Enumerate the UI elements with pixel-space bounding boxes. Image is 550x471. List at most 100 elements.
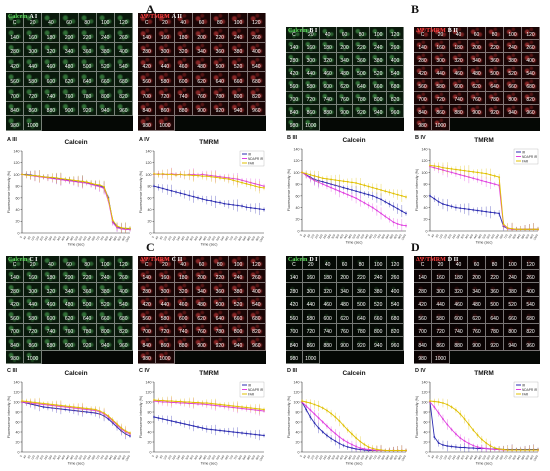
x-tick-label: 720 [95, 235, 101, 241]
timepoint-label: 720 [306, 329, 315, 335]
x-tick-label: 640 [86, 235, 92, 241]
data-point [175, 421, 177, 423]
timepoint-label: 880 [454, 342, 463, 349]
image-cell: 380 [370, 283, 388, 297]
timepoint-label: 140 [10, 275, 19, 281]
timepoint-label: 740 [454, 329, 463, 335]
series-line [22, 173, 130, 230]
image-cell: 880 [174, 337, 193, 351]
timepoint-label: 580 [160, 78, 170, 85]
series-line [429, 401, 538, 450]
x-tick-label: 440 [473, 233, 479, 239]
x-tick-label: 880 [112, 235, 118, 241]
data-point [227, 430, 230, 433]
timepoint-label: 540 [252, 64, 261, 70]
data-point [245, 406, 248, 409]
timepoint-label: 540 [119, 64, 128, 70]
image-cell: 840 [138, 101, 157, 117]
timepoint-label: 300 [436, 58, 445, 64]
timepoint-label: 1000 [159, 123, 171, 129]
data-point [321, 183, 324, 186]
image-cell: 540 [387, 296, 404, 310]
x-tick-label: 280 [47, 454, 53, 460]
image-cell: 60 [192, 13, 212, 28]
legend-label: IR [522, 383, 526, 387]
data-point [375, 209, 378, 212]
timepoint-label: 380 [374, 288, 383, 295]
timepoint-label: 760 [340, 97, 349, 103]
data-point [321, 431, 324, 433]
image-cell: 600 [42, 72, 61, 87]
x-tick-label: 520 [73, 454, 79, 460]
red-image-grid: C 20 40 60 80 100 120 140 160 180 200 220 240 260 280 3… [414, 27, 540, 131]
data-point [384, 200, 387, 203]
data-point [68, 405, 71, 408]
data-point [183, 193, 186, 196]
timepoint-label: C [292, 32, 296, 38]
timepoint-label: 900 [197, 108, 206, 115]
data-point [367, 185, 370, 188]
image-cell: 320 [450, 283, 468, 297]
data-point [201, 175, 204, 178]
timepoint-label: 660 [233, 315, 243, 322]
image-cell: 120 [114, 13, 133, 28]
data-point [480, 438, 483, 441]
data-point [472, 429, 475, 431]
data-point [502, 448, 505, 451]
data-point [400, 449, 403, 452]
image-cell: 880 [42, 101, 61, 117]
data-point [384, 190, 387, 193]
image-cell: 700 [138, 86, 157, 102]
image-cell: 780 [78, 86, 97, 102]
data-point [321, 180, 324, 183]
timepoint-label: 740 [46, 329, 56, 335]
data-point [170, 189, 173, 192]
red-grid-title: ΔΨ/TMRM C II [140, 257, 182, 263]
image-cell: 940 [96, 101, 115, 117]
timepoint-label: 40 [455, 261, 462, 268]
timepoint-label: 120 [526, 261, 535, 268]
line-chart: B III Calcein 0 20 40 60 80 100 120 140 0 40 80 120 16… [286, 133, 410, 245]
x-tick-label: 840 [516, 454, 522, 460]
timepoint-label: 200 [64, 34, 74, 41]
data-point [375, 448, 378, 451]
x-tick-label: 240 [43, 235, 49, 241]
data-point [219, 201, 221, 204]
data-point [241, 181, 243, 184]
x-tick-label: 480 [202, 454, 208, 460]
image-cell: 60 [468, 27, 486, 40]
data-point [405, 212, 407, 215]
image-cell: 980 [286, 350, 303, 364]
timepoint-label: 860 [306, 342, 315, 349]
image-cell: 680 [247, 72, 266, 87]
data-point [81, 407, 84, 409]
subpanel-label: C IV [139, 368, 150, 374]
data-point [400, 210, 403, 212]
timepoint-label: 60 [341, 261, 348, 268]
x-tick-label: 440 [473, 454, 479, 460]
image-cell: 200 [336, 269, 354, 283]
image-cell: 460 [42, 296, 61, 310]
series-line [153, 400, 265, 412]
image-cell: 540 [387, 66, 404, 79]
legend-label: IR [522, 150, 526, 154]
data-point [351, 181, 353, 184]
legend [513, 381, 539, 398]
timepoint-label: 1000 [27, 123, 39, 129]
image-cell: 60 [60, 256, 79, 270]
data-point [506, 449, 509, 451]
timepoint-label: 620 [472, 84, 481, 90]
timepoint-label: 420 [289, 71, 299, 77]
data-point [493, 175, 496, 177]
x-tick-label: 360 [464, 233, 470, 239]
timepoint-label: 900 [472, 110, 481, 116]
data-point [81, 180, 84, 183]
data-point [305, 172, 308, 175]
y-tick-label: 60 [148, 196, 152, 200]
x-tick-label: 840 [384, 233, 390, 239]
data-point [98, 184, 101, 186]
timepoint-label: 100 [101, 261, 110, 268]
